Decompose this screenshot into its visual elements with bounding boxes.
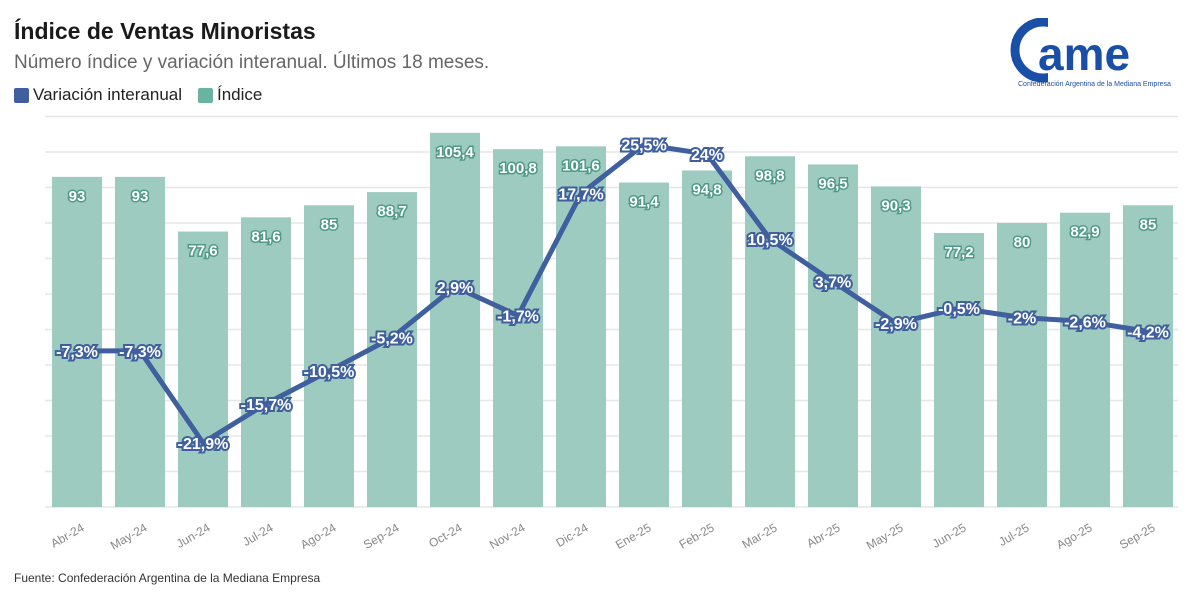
bar-Sep-24 [367, 192, 417, 508]
x-tick-label: Mar-25 [740, 520, 780, 551]
chart-subtitle: Número índice y variación interanual. Úl… [14, 52, 490, 73]
legend-label-indice: Índice [217, 85, 263, 104]
line-label: -7,3% [56, 344, 98, 361]
x-tick-label: Ene-25 [613, 520, 654, 552]
bar-Abr-24 [52, 176, 102, 507]
bar-May-25 [871, 186, 921, 507]
x-tick-label: Abr-25 [804, 520, 842, 550]
bar-Ene-25 [619, 182, 669, 507]
bar-Jun-24 [178, 231, 228, 507]
bar-Jul-25 [997, 223, 1047, 507]
x-tick-label: Jul-25 [996, 520, 1032, 549]
bar-Abr-25 [808, 164, 858, 508]
line-label: -2,9% [875, 316, 917, 333]
bar-Dic-24 [556, 146, 606, 507]
legend: Variación interanual Índice [14, 85, 262, 105]
bar-Oct-24 [430, 132, 480, 507]
bar-May-24 [115, 176, 165, 507]
line-label: -2,6% [1064, 314, 1106, 331]
bar-label: 93 [132, 188, 149, 205]
line-label: 3,7% [815, 275, 851, 292]
line-label: 25,5% [621, 138, 666, 155]
x-tick-label: Ago-25 [1054, 520, 1095, 552]
x-tick-label: Nov-24 [487, 520, 528, 552]
bar-label: 101,6 [562, 157, 600, 174]
bar-Sep-25 [1123, 205, 1173, 507]
x-tick-label: May-24 [108, 520, 150, 552]
bar-label: 82,9 [1070, 224, 1099, 241]
line-label: -2% [1008, 311, 1036, 328]
bar-label: 96,5 [818, 175, 847, 192]
line-label: 24% [691, 147, 723, 164]
line-label: -7,3% [119, 344, 161, 361]
x-tick-label: Sep-24 [361, 520, 402, 552]
x-tick-label: Oct-24 [426, 520, 464, 550]
bar-label: 90,3 [881, 197, 910, 214]
bar-Nov-24 [493, 149, 543, 507]
bar-label: 94,8 [692, 181, 721, 198]
line-label: 2,9% [437, 280, 473, 297]
legend-item-variacion: Variación interanual [14, 85, 182, 105]
bar-label: 100,8 [499, 160, 537, 177]
x-tick-label: Dic-24 [553, 520, 590, 550]
bar-label: 77,2 [944, 244, 973, 261]
logo-tagline: Confederación Argentina de la Mediana Em… [1018, 81, 1171, 88]
legend-swatch-indice [198, 87, 213, 103]
x-tick-label: Ago-24 [298, 520, 339, 552]
bar-Mar-25 [745, 156, 795, 507]
x-tick-label: Jul-24 [240, 520, 276, 549]
line-label: 17,7% [558, 187, 603, 204]
bar-label: 88,7 [377, 203, 406, 220]
x-tick-label: Feb-25 [677, 520, 717, 551]
line-label: -10,5% [304, 364, 355, 381]
bar-Ago-24 [304, 205, 354, 507]
bar-Ago-25 [1060, 212, 1110, 507]
line-label: -4,2% [1127, 324, 1169, 341]
bar-label: 93 [69, 188, 86, 205]
bar-label: 85 [321, 216, 338, 233]
line-label: -0,5% [938, 301, 980, 318]
chart-title: Índice de Ventas Minoristas [14, 18, 316, 44]
legend-item-indice: Índice [198, 85, 262, 105]
bar-label: 80 [1014, 234, 1031, 251]
bar-label: 105,4 [436, 144, 474, 161]
bar-label: 98,8 [755, 167, 784, 184]
svg-text:ame: ame [1038, 28, 1130, 80]
bar-label: 85 [1140, 216, 1157, 233]
bar-Jun-25 [934, 232, 984, 507]
bar-Jul-24 [241, 217, 291, 507]
line-label: -15,7% [241, 397, 292, 414]
bar-Feb-25 [682, 170, 732, 507]
line-label: -21,9% [178, 436, 229, 453]
bar-label: 91,4 [629, 194, 659, 211]
source-note: Fuente: Confederación Argentina de la Me… [14, 571, 321, 585]
bar-label: 77,6 [188, 243, 217, 260]
came-logo: ame [1010, 18, 1130, 83]
line-label: -1,7% [497, 309, 539, 326]
x-tick-label: Sep-25 [1117, 520, 1158, 552]
bar-label: 81,6 [251, 228, 280, 245]
x-tick-label: Jun-25 [930, 520, 969, 551]
x-tick-label: Abr-24 [48, 520, 86, 550]
line-label: -5,2% [371, 331, 413, 348]
legend-label-variacion: Variación interanual [33, 85, 182, 104]
x-tick-label: May-25 [864, 520, 906, 552]
legend-swatch-variacion [14, 87, 29, 103]
x-tick-label: Jun-24 [174, 520, 213, 551]
line-label: 10,5% [747, 232, 792, 249]
variation-line [77, 142, 1149, 446]
